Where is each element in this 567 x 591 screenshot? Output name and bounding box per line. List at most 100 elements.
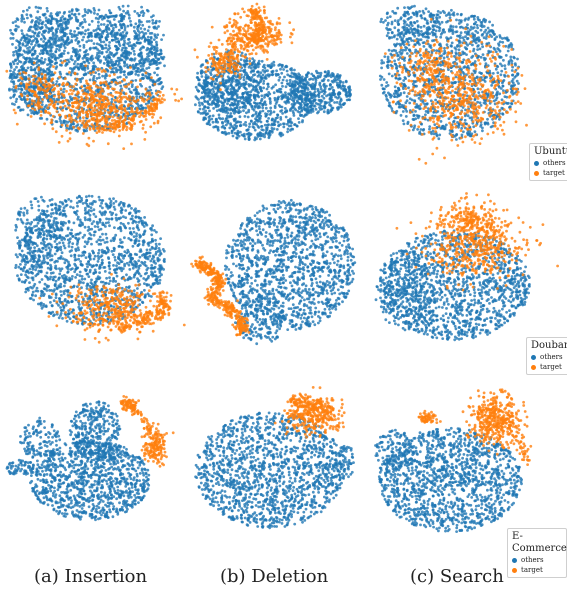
point-others bbox=[141, 73, 144, 76]
point-others bbox=[235, 75, 238, 78]
point-target bbox=[250, 8, 253, 11]
point-target bbox=[74, 72, 77, 75]
point-others bbox=[33, 86, 36, 89]
point-others bbox=[201, 91, 204, 94]
point-target bbox=[32, 79, 35, 82]
point-others bbox=[284, 66, 287, 69]
point-target bbox=[60, 88, 63, 91]
point-target bbox=[218, 72, 221, 75]
point-others bbox=[507, 50, 510, 53]
point-target bbox=[27, 77, 30, 80]
point-target bbox=[236, 22, 239, 25]
point-target bbox=[249, 37, 252, 40]
point-target bbox=[219, 58, 222, 61]
point-others bbox=[287, 101, 290, 104]
point-others bbox=[76, 58, 79, 61]
point-others bbox=[209, 90, 212, 93]
point-others bbox=[200, 69, 203, 72]
point-others bbox=[233, 127, 236, 130]
point-others bbox=[209, 123, 212, 126]
point-others bbox=[292, 85, 295, 88]
point-others bbox=[202, 88, 205, 91]
point-target bbox=[236, 58, 239, 61]
point-target bbox=[61, 124, 64, 127]
point-others bbox=[245, 111, 248, 114]
point-others bbox=[290, 107, 293, 110]
point-others bbox=[298, 85, 301, 88]
point-others bbox=[20, 20, 23, 23]
point-target bbox=[227, 43, 230, 46]
point-others bbox=[455, 25, 458, 28]
point-others bbox=[295, 81, 298, 84]
point-others bbox=[34, 32, 37, 35]
point-others bbox=[129, 73, 132, 76]
point-target bbox=[38, 105, 41, 108]
point-others bbox=[111, 61, 114, 64]
point-others bbox=[260, 71, 263, 74]
point-others bbox=[222, 79, 225, 82]
point-others bbox=[23, 91, 26, 94]
point-others bbox=[254, 80, 257, 83]
point-others bbox=[393, 60, 396, 63]
point-others bbox=[106, 61, 109, 64]
point-others bbox=[204, 106, 207, 109]
point-others bbox=[98, 76, 101, 79]
point-others bbox=[330, 98, 333, 101]
point-others bbox=[345, 91, 348, 94]
point-target bbox=[75, 106, 78, 109]
point-others bbox=[213, 94, 216, 97]
point-target bbox=[101, 131, 104, 134]
point-others bbox=[73, 63, 76, 66]
point-others bbox=[117, 47, 120, 50]
point-others bbox=[342, 81, 345, 84]
point-target bbox=[85, 80, 88, 83]
point-others bbox=[146, 47, 149, 50]
point-others bbox=[197, 111, 200, 114]
point-others bbox=[90, 39, 93, 42]
point-others bbox=[310, 92, 313, 95]
point-target bbox=[105, 121, 108, 124]
point-others bbox=[31, 53, 34, 56]
point-others bbox=[101, 18, 104, 21]
point-target bbox=[170, 88, 173, 91]
point-others bbox=[212, 88, 215, 91]
point-others bbox=[111, 70, 114, 73]
point-others bbox=[120, 19, 123, 22]
point-others bbox=[318, 95, 321, 98]
point-target bbox=[194, 48, 197, 51]
point-target bbox=[109, 106, 112, 109]
point-target bbox=[139, 79, 142, 82]
point-target bbox=[111, 119, 114, 122]
point-others bbox=[200, 97, 203, 100]
point-others bbox=[140, 11, 143, 14]
point-target bbox=[241, 55, 244, 58]
point-others bbox=[315, 102, 318, 105]
point-target bbox=[71, 109, 74, 112]
point-others bbox=[40, 117, 43, 120]
point-target bbox=[64, 105, 67, 108]
point-others bbox=[320, 101, 323, 104]
point-target bbox=[31, 90, 34, 93]
point-others bbox=[108, 41, 111, 44]
point-target bbox=[52, 84, 55, 87]
point-others bbox=[296, 125, 299, 128]
point-target bbox=[267, 43, 270, 46]
point-target bbox=[104, 109, 107, 112]
point-others bbox=[128, 41, 131, 44]
point-target bbox=[211, 65, 214, 68]
point-others bbox=[277, 96, 280, 99]
point-others bbox=[105, 47, 108, 50]
point-others bbox=[103, 62, 106, 65]
point-others bbox=[125, 47, 128, 50]
point-target bbox=[258, 37, 261, 40]
point-others bbox=[74, 35, 77, 38]
point-target bbox=[255, 13, 258, 16]
point-others bbox=[36, 10, 39, 13]
point-others bbox=[305, 110, 308, 113]
point-target bbox=[280, 41, 283, 44]
point-others bbox=[247, 83, 250, 86]
point-others bbox=[97, 59, 100, 62]
point-target bbox=[122, 124, 125, 127]
point-others bbox=[230, 85, 233, 88]
point-target bbox=[25, 84, 28, 87]
